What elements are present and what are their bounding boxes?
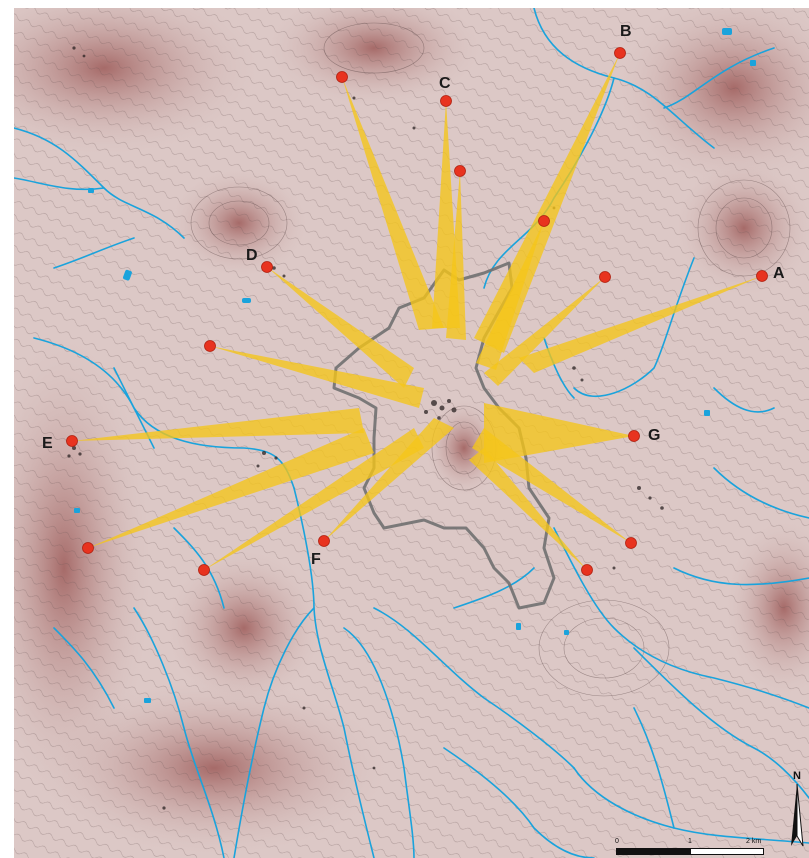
north-arrow-icon xyxy=(791,783,804,847)
municipal-boundary xyxy=(332,261,556,610)
wedge-E xyxy=(72,408,364,441)
site-marker-g2[interactable] xyxy=(625,537,637,549)
scale-tick-0: 0 xyxy=(615,838,619,845)
site-marker-b2[interactable] xyxy=(538,215,550,227)
site-marker-e2[interactable] xyxy=(82,542,94,554)
wedge-a2 xyxy=(484,277,605,386)
site-marker-A[interactable] xyxy=(756,270,768,282)
site-marker-e3[interactable] xyxy=(198,564,210,576)
site-marker-c2[interactable] xyxy=(454,165,466,177)
site-label-D: D xyxy=(246,247,258,264)
wedge-g3 xyxy=(469,448,587,570)
site-label-F: F xyxy=(311,551,321,568)
site-label-E: E xyxy=(42,435,53,452)
site-marker-G[interactable] xyxy=(628,430,640,442)
map-view[interactable]: A B C D E F G N 0 1 2 km xyxy=(14,8,809,858)
site-marker-E[interactable] xyxy=(66,435,78,447)
site-marker-D[interactable] xyxy=(261,261,273,273)
site-label-C: C xyxy=(439,75,451,92)
wedge-G xyxy=(484,403,634,463)
water-bodies xyxy=(74,28,756,703)
wedge-F xyxy=(324,418,454,541)
scale-tick-1: 1 xyxy=(688,838,692,845)
wedge-B xyxy=(474,53,620,353)
wedge-e3 xyxy=(204,428,424,570)
site-label-B: B xyxy=(620,23,632,40)
wedge-e2 xyxy=(88,428,374,548)
contour-rings xyxy=(190,22,791,697)
wedge-D xyxy=(267,267,414,388)
topographic-map xyxy=(14,8,809,858)
wedge-d3 xyxy=(210,346,424,408)
wedge-A xyxy=(519,276,762,373)
site-label-G: G xyxy=(648,427,661,444)
site-marker-B[interactable] xyxy=(614,47,626,59)
wedge-g2 xyxy=(472,428,631,543)
site-marker-F[interactable] xyxy=(318,535,330,547)
site-marker-D2[interactable] xyxy=(336,71,348,83)
north-label: N xyxy=(793,770,801,782)
viewshed-wedges xyxy=(72,53,762,570)
site-marker-g3[interactable] xyxy=(581,564,593,576)
site-label-A: A xyxy=(773,265,785,282)
site-markers xyxy=(66,47,768,576)
scale-tick-2: 2 km xyxy=(746,838,762,845)
wedge-b2 xyxy=(476,221,544,370)
site-marker-d3[interactable] xyxy=(204,340,216,352)
site-marker-a2[interactable] xyxy=(599,271,611,283)
scale-bar: 0 1 2 km xyxy=(615,838,766,856)
scale-segment-black xyxy=(616,848,692,855)
scale-segment-white xyxy=(690,848,764,855)
site-marker-C[interactable] xyxy=(440,95,452,107)
wedge-c2 xyxy=(446,171,466,340)
wedge-D2 xyxy=(342,77,444,330)
